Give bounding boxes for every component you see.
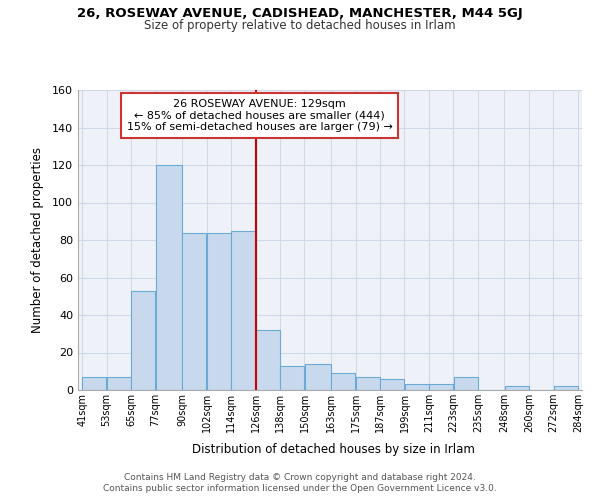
Text: 26, ROSEWAY AVENUE, CADISHEAD, MANCHESTER, M44 5GJ: 26, ROSEWAY AVENUE, CADISHEAD, MANCHESTE…	[77, 8, 523, 20]
Bar	[356, 377, 380, 390]
Bar	[82, 377, 106, 390]
Bar	[232, 230, 255, 390]
Bar	[156, 165, 182, 390]
Text: 26 ROSEWAY AVENUE: 129sqm
← 85% of detached houses are smaller (444)
15% of semi: 26 ROSEWAY AVENUE: 129sqm ← 85% of detac…	[127, 99, 392, 132]
Bar	[182, 232, 206, 390]
Text: Distribution of detached houses by size in Irlam: Distribution of detached houses by size …	[191, 442, 475, 456]
Bar	[256, 330, 280, 390]
Text: Contains HM Land Registry data © Crown copyright and database right 2024.: Contains HM Land Registry data © Crown c…	[124, 472, 476, 482]
Bar	[131, 290, 155, 390]
Bar	[305, 364, 331, 390]
Bar	[454, 377, 478, 390]
Bar	[505, 386, 529, 390]
Bar	[107, 377, 131, 390]
Text: Contains public sector information licensed under the Open Government Licence v3: Contains public sector information licen…	[103, 484, 497, 493]
Y-axis label: Number of detached properties: Number of detached properties	[31, 147, 44, 333]
Bar	[380, 379, 404, 390]
Bar	[405, 384, 428, 390]
Bar	[554, 386, 578, 390]
Bar	[331, 373, 355, 390]
Bar	[280, 366, 304, 390]
Bar	[207, 232, 231, 390]
Bar	[429, 384, 453, 390]
Text: Size of property relative to detached houses in Irlam: Size of property relative to detached ho…	[144, 19, 456, 32]
